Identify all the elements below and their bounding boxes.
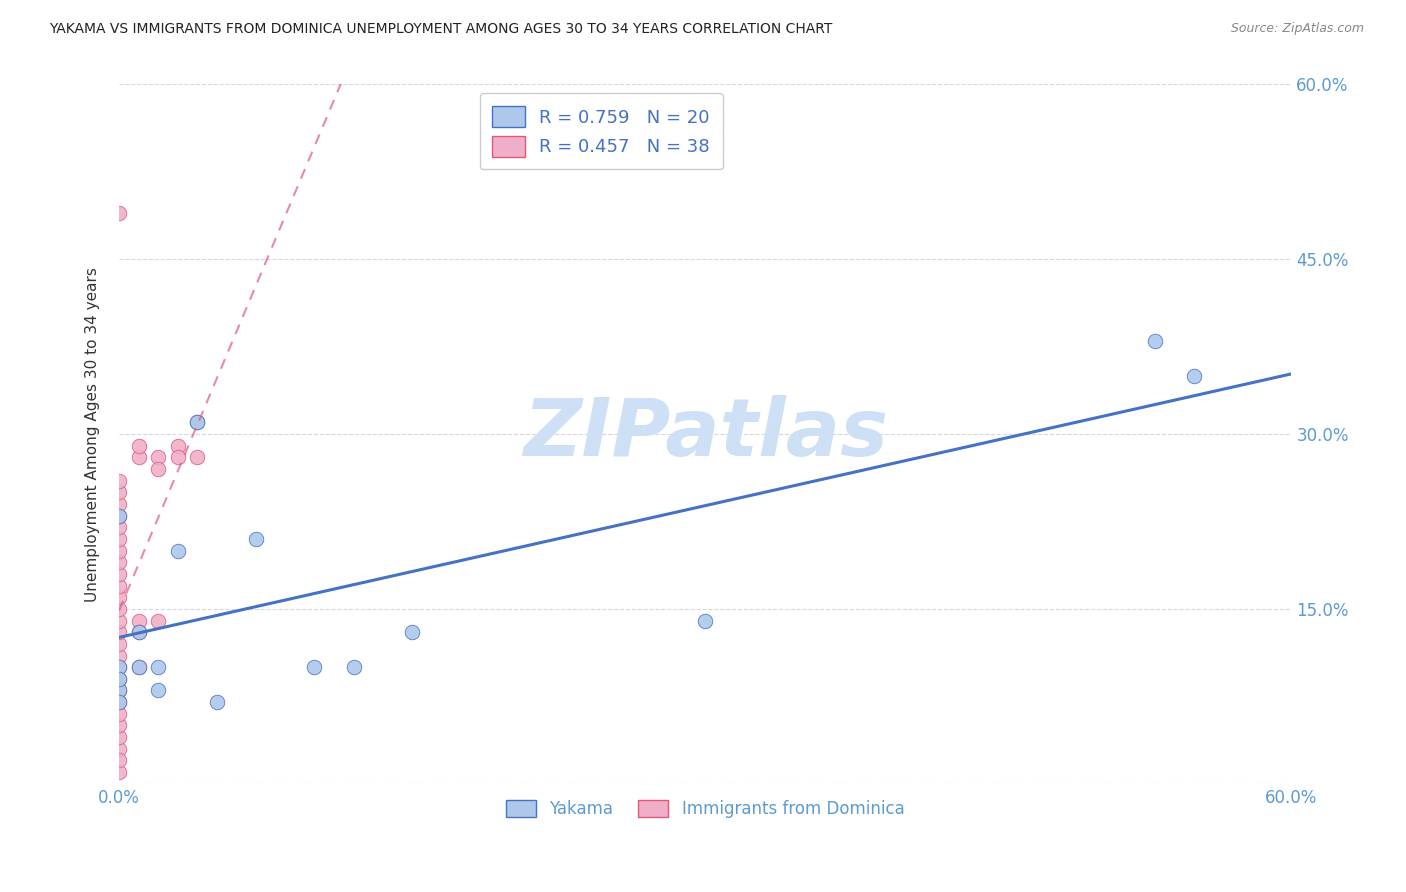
Point bbox=[108, 648, 131, 663]
Point bbox=[108, 660, 131, 674]
Point bbox=[108, 706, 131, 721]
Point bbox=[108, 753, 131, 767]
Point bbox=[128, 625, 150, 640]
Point bbox=[108, 520, 131, 534]
Point bbox=[108, 532, 131, 546]
Point bbox=[146, 660, 169, 674]
Point bbox=[1182, 368, 1205, 383]
Y-axis label: Unemployment Among Ages 30 to 34 years: Unemployment Among Ages 30 to 34 years bbox=[86, 267, 100, 601]
Point bbox=[108, 730, 131, 744]
Point bbox=[108, 625, 131, 640]
Point bbox=[108, 718, 131, 732]
Legend: Yakama, Immigrants from Dominica: Yakama, Immigrants from Dominica bbox=[499, 793, 911, 824]
Point bbox=[695, 614, 717, 628]
Point bbox=[108, 614, 131, 628]
Point bbox=[108, 497, 131, 511]
Point bbox=[186, 416, 208, 430]
Point bbox=[108, 672, 131, 686]
Point bbox=[108, 508, 131, 523]
Point bbox=[108, 543, 131, 558]
Point bbox=[108, 660, 131, 674]
Point bbox=[1143, 334, 1166, 348]
Point bbox=[108, 474, 131, 488]
Point bbox=[342, 660, 364, 674]
Point bbox=[186, 450, 208, 465]
Point bbox=[166, 439, 188, 453]
Point bbox=[128, 660, 150, 674]
Point bbox=[108, 508, 131, 523]
Point bbox=[108, 485, 131, 500]
Point bbox=[108, 602, 131, 616]
Point bbox=[245, 532, 267, 546]
Text: ZIPatlas: ZIPatlas bbox=[523, 395, 887, 473]
Point bbox=[108, 695, 131, 709]
Point bbox=[108, 637, 131, 651]
Point bbox=[108, 672, 131, 686]
Text: Source: ZipAtlas.com: Source: ZipAtlas.com bbox=[1230, 22, 1364, 36]
Point bbox=[146, 450, 169, 465]
Point bbox=[146, 614, 169, 628]
Point bbox=[108, 579, 131, 593]
Point bbox=[205, 695, 228, 709]
Point bbox=[108, 566, 131, 581]
Point bbox=[108, 555, 131, 569]
Point bbox=[166, 450, 188, 465]
Point bbox=[108, 695, 131, 709]
Point bbox=[108, 765, 131, 780]
Point bbox=[304, 660, 326, 674]
Point bbox=[108, 683, 131, 698]
Point bbox=[128, 614, 150, 628]
Point bbox=[128, 660, 150, 674]
Point bbox=[108, 591, 131, 605]
Point bbox=[108, 205, 131, 219]
Point bbox=[146, 462, 169, 476]
Point bbox=[401, 625, 423, 640]
Text: YAKAMA VS IMMIGRANTS FROM DOMINICA UNEMPLOYMENT AMONG AGES 30 TO 34 YEARS CORREL: YAKAMA VS IMMIGRANTS FROM DOMINICA UNEMP… bbox=[49, 22, 832, 37]
Point bbox=[128, 625, 150, 640]
Point bbox=[108, 741, 131, 756]
Point bbox=[166, 543, 188, 558]
Point bbox=[108, 683, 131, 698]
Point bbox=[186, 416, 208, 430]
Point bbox=[128, 439, 150, 453]
Point bbox=[146, 683, 169, 698]
Point bbox=[128, 450, 150, 465]
